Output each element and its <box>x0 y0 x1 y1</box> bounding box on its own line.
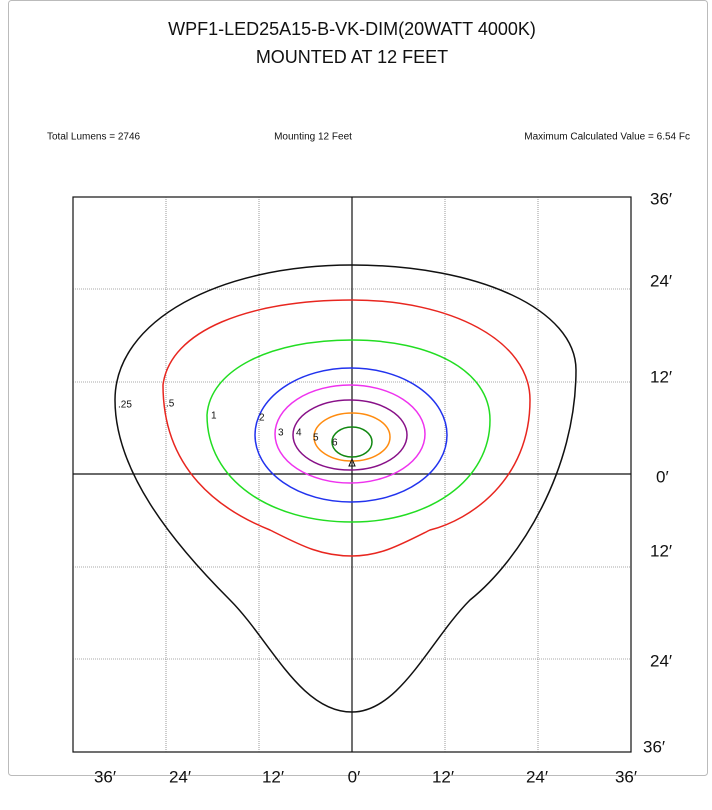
contour-label: .25 <box>118 400 132 411</box>
bottom-axis: 36′ 24′ 12′ 0′ 12′ 24′ 36′ <box>94 767 637 786</box>
title: MOUNTED AT 12 FEET <box>256 47 448 67</box>
contour-label: 2 <box>259 413 265 424</box>
contour-labels: .25 .5 1 2 3 4 5 6 <box>118 399 338 449</box>
axis-label: 24′ <box>526 767 548 786</box>
axis-label: 36′ <box>650 189 672 208</box>
axis-label: 12′ <box>432 767 454 786</box>
axis-label: 36′ <box>643 737 665 756</box>
axis-label: 12′ <box>262 767 284 786</box>
axis-label: 0′ <box>348 767 361 786</box>
title: WPF1-LED25A15-B-VK-DIM(20WATT 4000K) <box>168 19 536 39</box>
contour-label: 6 <box>332 438 338 449</box>
info: Mounting 12 Feet <box>274 132 352 143</box>
contour-label: 1 <box>211 411 217 422</box>
axis-label: 24′ <box>650 651 672 670</box>
axis-label: 24′ <box>650 271 672 290</box>
axis-label: 36′ <box>615 767 637 786</box>
axis-label: 36′ <box>94 767 116 786</box>
info: Total Lumens = 2746 <box>47 132 141 143</box>
contour-label: .5 <box>166 399 175 410</box>
axis-label: 12′ <box>650 367 672 386</box>
axis-label: 0′ <box>656 467 669 486</box>
contour-label: 5 <box>313 433 319 444</box>
contour-label: 4 <box>296 428 302 439</box>
info: Maximum Calculated Value = 6.54 Fc <box>524 132 690 143</box>
contour-label: 3 <box>278 428 284 439</box>
axis-label: 24′ <box>169 767 191 786</box>
contours <box>114 264 577 713</box>
frame <box>8 0 708 776</box>
right-axis: 36′ 24′ 12′ 0′ 12′ 24′ 36′ <box>643 189 672 756</box>
grid <box>72 196 632 753</box>
axis-label: 12′ <box>650 541 672 560</box>
